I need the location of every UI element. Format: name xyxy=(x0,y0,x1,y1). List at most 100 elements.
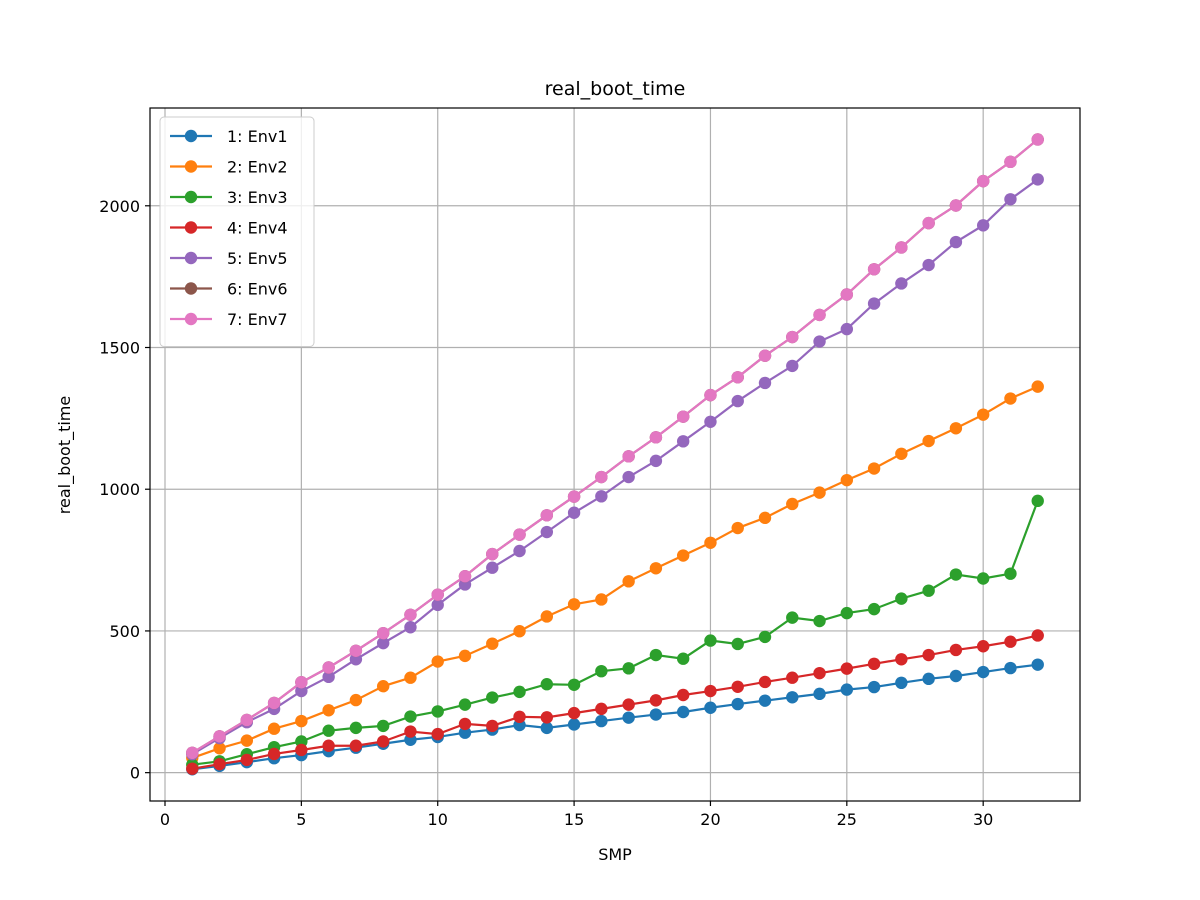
series-4 xyxy=(186,629,1044,775)
data-point xyxy=(949,643,963,657)
data-point xyxy=(786,497,799,511)
data-point xyxy=(295,714,308,728)
data-point xyxy=(976,219,990,232)
legend-swatch-marker xyxy=(184,190,198,204)
data-point xyxy=(376,636,390,650)
data-point xyxy=(676,688,690,702)
data-point xyxy=(676,549,690,562)
data-point xyxy=(1031,380,1044,393)
legend-swatch-marker xyxy=(184,282,198,295)
data-point xyxy=(704,415,717,428)
data-point xyxy=(649,648,663,662)
data-point xyxy=(431,705,444,718)
data-point xyxy=(976,572,990,585)
data-point xyxy=(540,509,554,522)
legend-swatch-marker xyxy=(184,312,198,326)
y-tick-label: 500 xyxy=(109,622,140,641)
data-point xyxy=(404,725,417,738)
data-point xyxy=(895,447,908,460)
data-point xyxy=(758,349,772,362)
data-point xyxy=(704,684,717,698)
x-tick-label: 0 xyxy=(160,810,170,829)
data-point xyxy=(976,640,990,653)
data-point xyxy=(458,570,472,583)
data-point xyxy=(731,680,744,693)
data-point xyxy=(867,263,881,276)
legend-item: 4: Env4 xyxy=(170,219,288,238)
legend-item: 3: Env3 xyxy=(170,188,288,207)
data-point xyxy=(240,713,254,727)
data-point xyxy=(1004,155,1017,169)
series-5 xyxy=(186,173,1044,761)
data-point xyxy=(404,671,417,684)
data-point xyxy=(295,743,308,757)
data-point xyxy=(949,199,963,212)
data-point xyxy=(540,610,554,623)
legend-item: 2: Env2 xyxy=(170,158,288,177)
data-point xyxy=(513,544,526,558)
data-point xyxy=(949,235,963,249)
data-point xyxy=(949,669,963,683)
series-3 xyxy=(186,494,1044,771)
data-point xyxy=(758,694,772,707)
data-point xyxy=(895,676,908,690)
data-point xyxy=(867,462,881,475)
data-point xyxy=(295,735,308,748)
series-7 xyxy=(186,133,1044,760)
x-axis-label: SMP xyxy=(598,845,632,864)
data-point xyxy=(213,730,226,743)
data-point xyxy=(567,598,581,611)
x-tick-label: 15 xyxy=(564,810,584,829)
data-point xyxy=(1031,173,1044,186)
data-point xyxy=(513,685,526,699)
data-point xyxy=(731,697,744,711)
data-point xyxy=(867,297,881,310)
data-point xyxy=(731,371,744,384)
data-point xyxy=(867,657,881,671)
data-point xyxy=(567,718,581,731)
data-point xyxy=(731,394,744,408)
data-point xyxy=(676,435,690,448)
data-point xyxy=(404,621,417,634)
series-2 xyxy=(186,380,1044,765)
x-tick-label: 20 xyxy=(700,810,720,829)
data-point xyxy=(404,710,417,723)
data-point xyxy=(486,691,499,704)
data-point xyxy=(622,711,635,724)
data-point xyxy=(622,662,635,675)
y-tick-label: 1500 xyxy=(99,339,140,358)
data-point xyxy=(1031,658,1044,671)
data-point xyxy=(349,739,363,752)
data-point xyxy=(649,431,663,444)
data-point xyxy=(267,722,281,735)
legend-item: 7: Env7 xyxy=(170,310,288,329)
x-tick-label: 25 xyxy=(837,810,857,829)
data-point xyxy=(322,661,335,674)
series-layer xyxy=(186,133,1044,776)
data-point xyxy=(867,680,881,694)
data-point xyxy=(376,680,390,693)
data-point xyxy=(431,655,444,668)
data-point xyxy=(1031,494,1044,508)
legend-label: 5: Env5 xyxy=(227,249,288,268)
data-point xyxy=(922,648,935,662)
data-point xyxy=(431,588,444,601)
ticks: 0 5 10 15 20 25 30 0 500 1000 1500 2000 xyxy=(99,197,993,829)
data-point xyxy=(895,653,908,666)
data-point xyxy=(813,308,826,322)
y-tick-label: 2000 xyxy=(99,197,140,216)
data-point xyxy=(567,706,581,720)
x-tick-label: 30 xyxy=(973,810,993,829)
data-point xyxy=(649,562,663,575)
legend-item: 6: Env6 xyxy=(170,280,288,299)
data-point xyxy=(1004,661,1017,675)
data-point xyxy=(731,637,744,651)
data-point xyxy=(758,376,772,390)
data-point xyxy=(349,653,363,666)
data-point xyxy=(458,717,472,731)
data-point xyxy=(595,714,608,728)
data-point xyxy=(1004,635,1017,648)
data-point xyxy=(813,486,826,499)
data-point xyxy=(786,330,799,344)
data-point xyxy=(949,568,963,581)
